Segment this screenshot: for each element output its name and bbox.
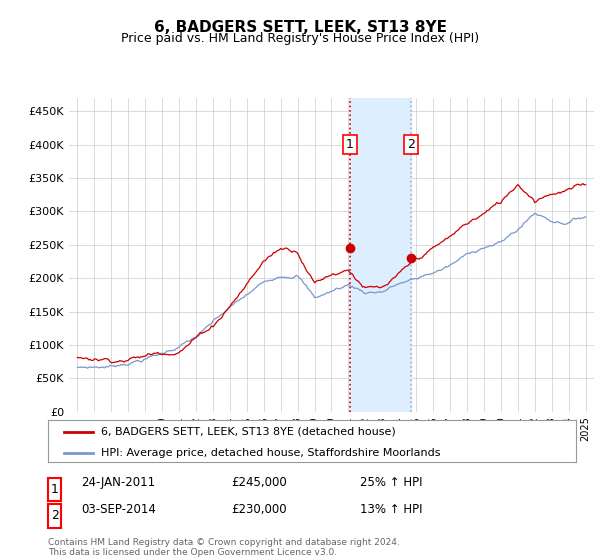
Text: 24-JAN-2011: 24-JAN-2011	[81, 476, 155, 489]
Text: 13% ↑ HPI: 13% ↑ HPI	[360, 502, 422, 516]
Text: 1: 1	[50, 483, 59, 496]
Text: 1: 1	[346, 138, 353, 151]
Text: HPI: Average price, detached house, Staffordshire Moorlands: HPI: Average price, detached house, Staf…	[101, 448, 440, 458]
Bar	[350, 98, 410, 412]
Text: Price paid vs. HM Land Registry's House Price Index (HPI): Price paid vs. HM Land Registry's House …	[121, 32, 479, 45]
Text: 03-SEP-2014: 03-SEP-2014	[81, 502, 156, 516]
Text: Contains HM Land Registry data © Crown copyright and database right 2024.
This d: Contains HM Land Registry data © Crown c…	[48, 538, 400, 557]
Text: 25% ↑ HPI: 25% ↑ HPI	[360, 476, 422, 489]
Text: 6, BADGERS SETT, LEEK, ST13 8YE (detached house): 6, BADGERS SETT, LEEK, ST13 8YE (detache…	[101, 427, 395, 437]
Text: £230,000: £230,000	[231, 502, 287, 516]
Text: 2: 2	[50, 509, 59, 522]
Text: 6, BADGERS SETT, LEEK, ST13 8YE: 6, BADGERS SETT, LEEK, ST13 8YE	[154, 20, 446, 35]
Text: £245,000: £245,000	[231, 476, 287, 489]
Text: 2: 2	[407, 138, 415, 151]
